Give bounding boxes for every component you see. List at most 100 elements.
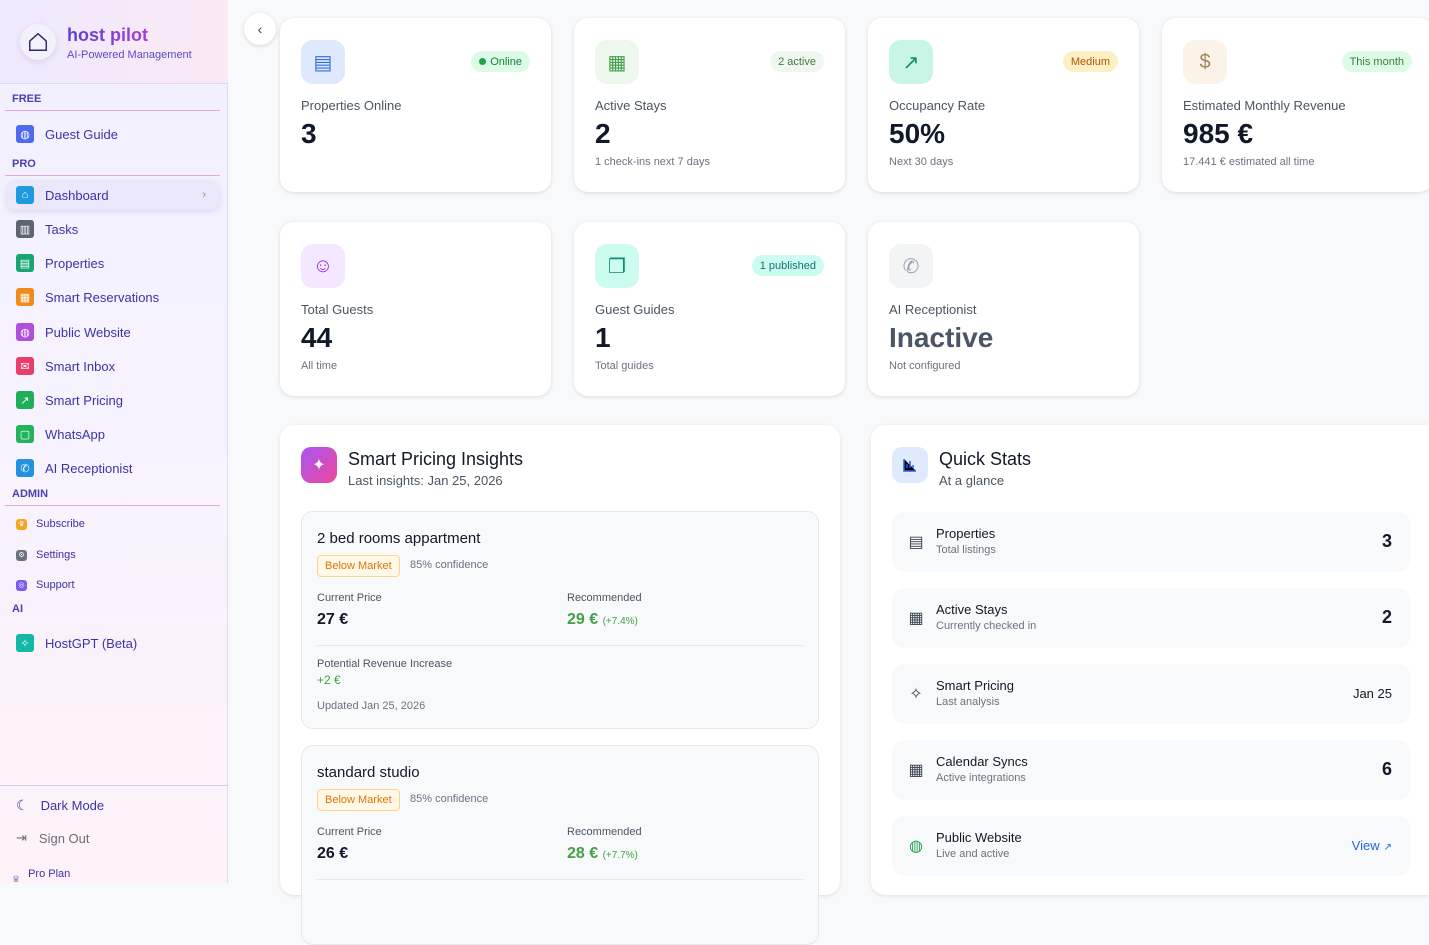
stat-card-ai-receptionist[interactable]: ✆ AI Receptionist Inactive Not configured [868, 222, 1139, 396]
stat-card-occupancy-rate[interactable]: ↗ Medium Occupancy Rate 50% Next 30 days [868, 18, 1139, 192]
quick-stat-value: 3 [1382, 531, 1392, 552]
bar-chart-icon [892, 447, 928, 483]
stat-card-total-guests[interactable]: ☺ Total Guests 44 All time [280, 222, 551, 396]
divider [0, 785, 228, 786]
brand-tagline: AI-Powered Management [67, 49, 192, 61]
quick-stat-value-text: View [1351, 838, 1380, 853]
stat-value: 50% [889, 118, 946, 149]
stat-label: Guest Guides [595, 302, 675, 317]
sparkles-icon: ✧ [909, 686, 923, 703]
badge-label: 2 active [778, 55, 816, 68]
support-icon: ◎ [16, 579, 27, 591]
sidebar-item-label: WhatsApp [45, 426, 105, 442]
stat-label: AI Receptionist [889, 302, 977, 317]
quick-stat-subtitle: Last analysis [936, 696, 1000, 708]
plan-label: Pro Plan [28, 868, 71, 880]
stat-label: Estimated Monthly Revenue [1183, 98, 1346, 113]
stat-subtext: Not configured [889, 360, 961, 372]
stat-card-active-stays[interactable]: ▦ 2 active Active Stays 2 1 check-ins next 7… [574, 18, 845, 192]
sidebar-item-support[interactable]: ◎ Support [6, 570, 220, 600]
quick-stat-subtitle: Total listings [936, 544, 996, 556]
price-change: (+7.4%) [602, 616, 638, 627]
sidebar: host pilot AI-Powered Management FREE PR… [0, 0, 228, 884]
status-badge: Medium [1062, 51, 1118, 72]
quick-stat-title: Smart Pricing [936, 678, 1015, 693]
calendar-icon: ▦ [908, 610, 924, 627]
stat-card-guest-guides[interactable]: ❐ 1 published Guest Guides 1 Total guides [574, 222, 845, 396]
sidebar-item-label: AI Receptionist [45, 460, 133, 476]
gear-icon: ⚙ [16, 549, 27, 561]
sidebar-item-smart-pricing[interactable]: ↗ Smart Pricing [6, 385, 220, 415]
calendar-icon: ▦ [908, 762, 924, 779]
sidebar-item-whatsapp[interactable]: ▢ WhatsApp [6, 419, 220, 449]
stat-subtext: 17.441 € estimated all time [1183, 156, 1315, 168]
moon-icon: ☾ [16, 796, 29, 813]
kanban-icon: ▥ [16, 220, 34, 238]
book-icon: ❐ [595, 244, 639, 288]
pricing-insight-card: standard studio Below Market 85% confidenc… [301, 745, 819, 945]
confidence-text: 85% confidence [410, 793, 489, 805]
section-pro: PRO [12, 158, 36, 170]
divider [5, 110, 220, 111]
users-icon: ☺ [301, 244, 345, 288]
sign-out-button[interactable]: ⇥ Sign Out [6, 823, 220, 853]
sidebar-item-label: Smart Reservations [45, 289, 160, 305]
building-icon: ▤ [16, 254, 34, 272]
sidebar-item-hostgpt-beta[interactable]: ✧ HostGPT (Beta) [6, 628, 220, 658]
sidebar-item-guest-guide[interactable]: ◍ Guest Guide [6, 119, 220, 149]
quick-stat-active-stays: ▦ Active Stays Currently checked in 2 [892, 588, 1410, 648]
quick-stat-subtitle: Live and active [936, 848, 1010, 860]
quick-stat-title: Active Stays [936, 602, 1008, 617]
stat-card-estimated-monthly-revenue[interactable]: $ This month Estimated Monthly Revenue 985 … [1162, 18, 1429, 192]
recommended-price: 29 € (+7.4%) [567, 611, 638, 629]
badge-label: Online [490, 55, 522, 68]
home-icon: ⌂ [16, 186, 34, 204]
quick-stat-value-text: 2 [1381, 607, 1392, 627]
globe-icon: ◍ [909, 838, 923, 855]
sidebar-item-ai-receptionist[interactable]: ✆ AI Receptionist [6, 453, 220, 483]
current-price: 27 € [317, 611, 349, 628]
sidebar-item-properties[interactable]: ▤ Properties [6, 248, 220, 278]
quick-stats-panel: Quick Stats At a glance ▤ Properties Total… [871, 425, 1429, 895]
chevron-right-icon: › [202, 189, 206, 201]
sidebar-item-smart-reservations[interactable]: ▦ Smart Reservations [6, 282, 220, 312]
sign-out-label: Sign Out [38, 830, 90, 846]
crown-icon: ♛ [12, 874, 21, 884]
sidebar-item-label: Smart Pricing [45, 392, 124, 408]
quick-stat-calendar-syncs: ▦ Calendar Syncs Active integrations 6 [892, 740, 1410, 800]
sidebar-item-tasks[interactable]: ▥ Tasks [6, 214, 220, 244]
badge-label: 1 published [759, 259, 816, 272]
smart-pricing-panel: ✦ Smart Pricing Insights Last insights: … [280, 425, 840, 945]
sidebar-item-subscribe[interactable]: ♛ Subscribe [6, 509, 220, 539]
brand-name: host pilot [67, 25, 148, 45]
divider [317, 879, 803, 880]
market-status-badge: Below Market [317, 789, 400, 811]
sidebar-item-dashboard[interactable]: ⌂ Dashboard › [6, 180, 220, 210]
quick-stat-public-website: ◍ Public Website Live and active View ↗ [892, 816, 1410, 876]
divider [5, 505, 220, 506]
calendar-icon: ▦ [16, 288, 34, 306]
section-admin: ADMIN [12, 488, 49, 500]
trending-up-icon: ↗ [889, 40, 933, 84]
dark-mode-toggle[interactable]: ☾ Dark Mode [6, 790, 220, 820]
status-badge: 1 published [751, 255, 824, 276]
recommended-price: 28 € (+7.7%) [567, 845, 638, 863]
sidebar-item-smart-inbox[interactable]: ✉ Smart Inbox [6, 351, 220, 381]
sidebar-item-settings[interactable]: ⚙ Settings [6, 540, 220, 570]
divider [5, 175, 220, 176]
stat-label: Occupancy Rate [889, 98, 986, 113]
quick-stat-subtitle: Currently checked in [936, 620, 1037, 632]
market-status-badge: Below Market [317, 555, 400, 577]
collapse-sidebar-button[interactable]: ‹ [244, 13, 276, 45]
quick-stat-value: Jan 25 [1353, 686, 1392, 701]
stat-card-properties-online[interactable]: ▤ Online Properties Online 3 [280, 18, 551, 192]
recommended-label: Recommended [567, 826, 642, 838]
view-website-link[interactable]: View ↗ [1352, 838, 1392, 853]
sidebar-item-public-website[interactable]: ◍ Public Website [6, 317, 220, 347]
stat-subtext: 1 check-ins next 7 days [595, 156, 710, 168]
quick-stat-properties: ▤ Properties Total listings 3 [892, 512, 1410, 572]
revenue-label: Potential Revenue Increase [317, 658, 453, 670]
inbox-icon: ✉ [16, 357, 34, 375]
globe-icon: ◍ [16, 125, 34, 143]
quick-stat-title: Public Website [936, 830, 1022, 845]
